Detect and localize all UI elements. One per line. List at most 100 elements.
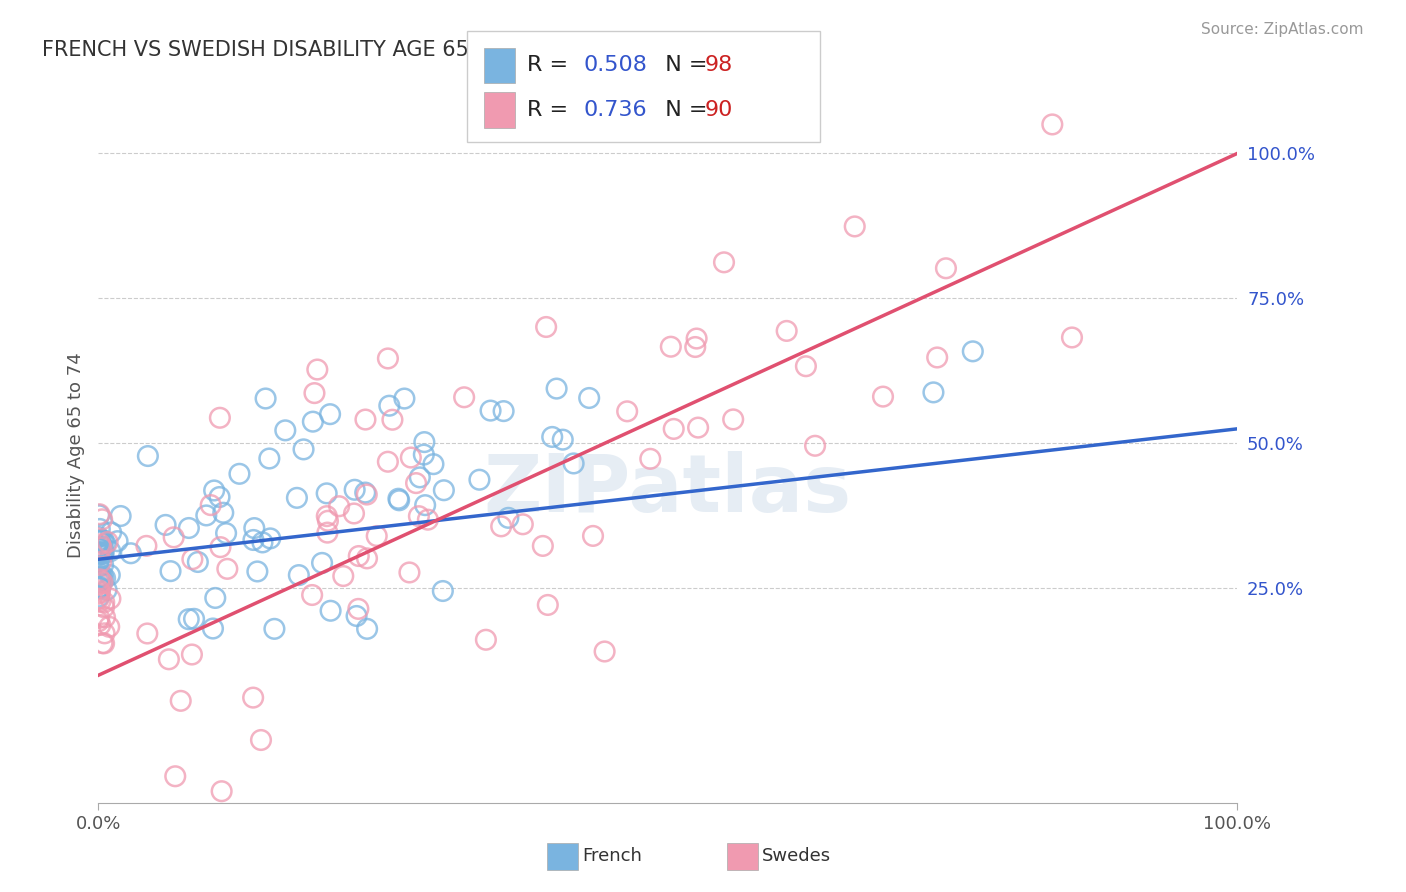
Point [378, 399, 401, 413]
Point [89, 594, 111, 608]
Point [512, 517, 534, 532]
Point [274, 423, 297, 437]
Point [89, 533, 111, 547]
Point [87, 591, 110, 606]
Point [432, 584, 454, 599]
Point [409, 470, 432, 484]
Point [347, 549, 370, 563]
Point [163, 530, 186, 544]
Point [208, 490, 231, 504]
Text: 0.508: 0.508 [583, 55, 647, 76]
Point [662, 422, 685, 436]
Point [90, 571, 112, 585]
Point [195, 508, 218, 523]
Point [93, 544, 115, 558]
Point [87, 590, 110, 604]
Point [155, 517, 177, 532]
Point [91, 546, 114, 560]
Point [285, 491, 308, 505]
Point [98, 568, 121, 582]
Point [90, 533, 112, 548]
Text: Swedes: Swedes [762, 847, 831, 865]
Point [776, 324, 799, 338]
Point [89, 545, 111, 559]
Point [181, 552, 204, 566]
Point [366, 529, 388, 543]
Point [87, 530, 110, 544]
Point [489, 519, 512, 533]
Point [302, 415, 325, 429]
Point [215, 526, 238, 541]
Point [433, 483, 456, 498]
Point [332, 569, 354, 583]
Point [316, 514, 339, 528]
Point [394, 392, 416, 406]
Point [208, 410, 231, 425]
Point [87, 587, 110, 601]
Point [328, 500, 350, 514]
Point [98, 544, 121, 558]
Point [292, 442, 315, 457]
Point [159, 564, 181, 578]
Point [120, 546, 142, 560]
Point [479, 403, 502, 417]
Point [87, 534, 110, 549]
Point [183, 612, 205, 626]
Point [301, 588, 323, 602]
Point [541, 430, 564, 444]
Point [187, 555, 209, 569]
Point [405, 476, 427, 491]
Point [319, 604, 342, 618]
Point [1060, 330, 1083, 344]
Point [93, 626, 115, 640]
Point [246, 565, 269, 579]
Point [582, 529, 605, 543]
Point [136, 449, 159, 463]
Point [254, 392, 277, 406]
Point [177, 521, 200, 535]
Point [90, 547, 112, 561]
Point [89, 583, 111, 598]
Point [250, 733, 273, 747]
Point [89, 545, 111, 559]
Point [492, 404, 515, 418]
Point [100, 525, 122, 540]
Point [87, 559, 110, 574]
Point [315, 509, 337, 524]
Point [688, 420, 710, 434]
Point [87, 615, 110, 629]
Point [844, 219, 866, 234]
Text: N =: N = [651, 55, 714, 76]
Point [94, 571, 117, 585]
Point [377, 351, 399, 366]
Point [89, 507, 111, 521]
Point [453, 390, 475, 404]
Point [356, 622, 378, 636]
Point [578, 391, 600, 405]
Point [263, 622, 285, 636]
Point [91, 636, 114, 650]
Point [201, 622, 224, 636]
Point [110, 508, 132, 523]
Point [498, 511, 520, 525]
Point [242, 533, 264, 547]
Point [89, 577, 111, 591]
Point [93, 595, 115, 609]
Point [89, 611, 111, 625]
Point [387, 491, 409, 506]
Point [87, 554, 110, 568]
Point [593, 644, 616, 658]
Point [546, 382, 568, 396]
Point [91, 540, 114, 554]
Point [922, 385, 945, 400]
Point [135, 539, 157, 553]
Point [91, 569, 114, 583]
Point [413, 435, 436, 450]
Text: 90: 90 [704, 100, 733, 120]
Point [562, 457, 585, 471]
Text: 0.736: 0.736 [583, 100, 647, 120]
Point [91, 573, 114, 587]
Point [551, 433, 574, 447]
Point [89, 508, 111, 523]
Point [721, 412, 744, 426]
